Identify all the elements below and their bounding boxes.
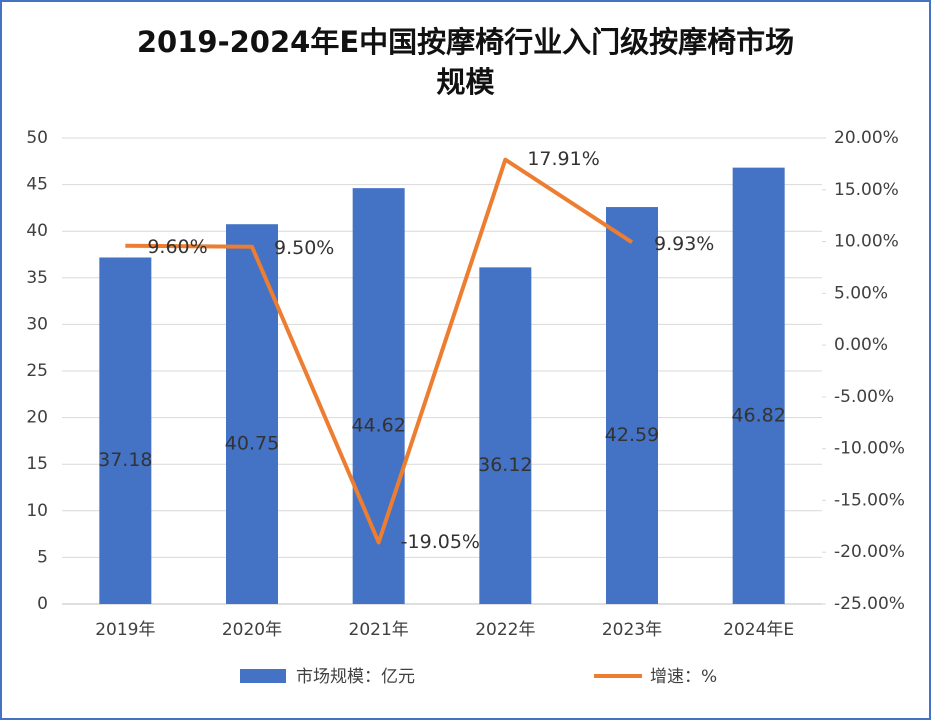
y-tick-label: 40 <box>26 221 48 241</box>
x-tick-label: 2023年 <box>602 620 662 640</box>
legend-swatch <box>240 669 286 683</box>
y-tick-label: 5 <box>37 547 48 567</box>
y2-tick-label: 5.00% <box>834 283 888 303</box>
line-value-label: 9.50% <box>274 237 334 259</box>
legend-label: 市场规模：亿元 <box>296 667 415 687</box>
bar-value-label: 37.18 <box>98 449 152 471</box>
x-tick-label: 2022年 <box>475 620 535 640</box>
y2-tick-label: -25.00% <box>834 594 905 614</box>
y-tick-label: 30 <box>26 314 48 334</box>
y-tick-label: 35 <box>26 268 48 288</box>
y-tick-label: 15 <box>26 454 48 474</box>
x-tick-label: 2020年 <box>222 620 282 640</box>
bar <box>732 167 785 604</box>
legend-label: 增速：% <box>650 667 717 687</box>
y2-tick-label: -5.00% <box>834 387 894 407</box>
y2-tick-label: -15.00% <box>834 490 905 510</box>
line-value-label: -19.05% <box>401 531 480 553</box>
y2-tick-label: 0.00% <box>834 335 888 355</box>
bar <box>226 224 278 604</box>
y2-tick-label: -20.00% <box>834 542 905 562</box>
y-tick-label: 0 <box>37 594 48 614</box>
bar-value-label: 36.12 <box>478 454 532 476</box>
bar <box>352 188 405 604</box>
bar-value-label: 42.59 <box>605 424 659 446</box>
y-tick-label: 50 <box>26 128 48 148</box>
y-tick-label: 20 <box>26 408 48 428</box>
bar <box>99 257 152 604</box>
line-value-label: 17.91% <box>527 148 599 170</box>
y-tick-label: 25 <box>26 361 48 381</box>
line-value-label: 9.93% <box>654 233 714 255</box>
y2-tick-label: 20.00% <box>834 128 899 148</box>
y-tick-label: 10 <box>26 501 48 521</box>
x-tick-label: 2024年E <box>723 620 794 640</box>
y-tick-label: 45 <box>26 175 48 195</box>
y2-tick-label: -10.00% <box>834 439 905 459</box>
line <box>125 157 634 545</box>
chart-title: 2019-2024年E中国按摩椅行业入门级按摩椅市场规模 <box>136 25 795 99</box>
y2-tick-label: 10.00% <box>834 232 899 252</box>
bar-value-label: 40.75 <box>225 433 279 455</box>
bar-value-label: 46.82 <box>731 404 785 426</box>
bar <box>479 267 532 604</box>
bar-value-label: 44.62 <box>351 415 405 437</box>
line-value-label: 9.60% <box>147 236 207 258</box>
x-tick-label: 2021年 <box>349 620 409 640</box>
y2-tick-label: 15.00% <box>834 180 899 200</box>
x-tick-label: 2019年 <box>95 620 155 640</box>
bar <box>606 207 658 604</box>
